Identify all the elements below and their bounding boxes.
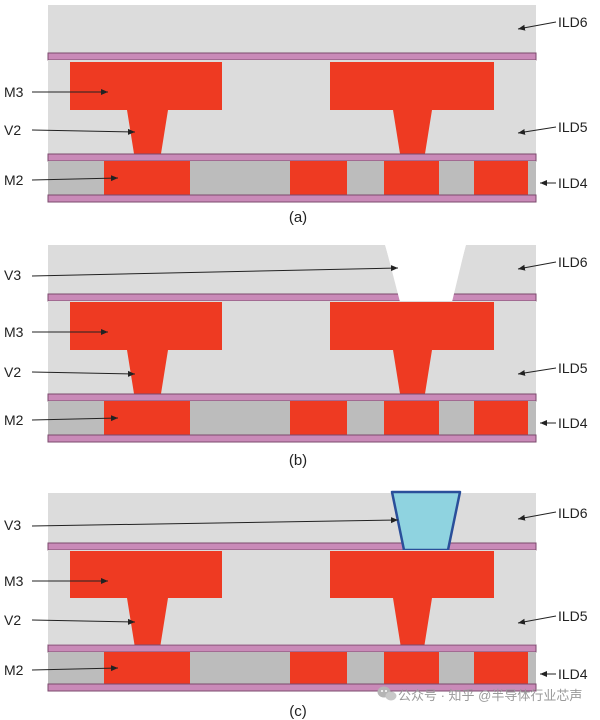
watermark-text: 公众号 · 知乎 @半导体行业芯声: [398, 688, 582, 703]
label-m2: M2: [4, 172, 24, 188]
label-v3: V3: [4, 517, 21, 533]
m3-line-left: [70, 302, 222, 400]
label-m2: M2: [4, 662, 24, 678]
ild5-arrow: [517, 126, 557, 135]
v3-filled-via: [390, 490, 462, 552]
label-m3: M3: [4, 84, 24, 100]
ild5-arrow: [517, 367, 557, 376]
v2-arrow: [31, 370, 136, 377]
label-m3: M3: [4, 324, 24, 340]
liner-ild4: [47, 194, 537, 203]
liner-ild5: [47, 393, 537, 402]
liner-ild5: [47, 153, 537, 162]
m2-line: [290, 652, 347, 684]
m3-line-left: [70, 62, 222, 160]
m3-line-right: [330, 551, 494, 648]
ild6-arrow: [517, 21, 557, 31]
label-ild6: ILD6: [558, 14, 588, 30]
m2-arrow: [31, 665, 119, 672]
ild6-arrow: [517, 261, 557, 271]
m2-line: [290, 401, 347, 435]
v3-etched-opening: [385, 244, 466, 302]
v2-arrow: [31, 618, 136, 625]
m2-line: [384, 161, 439, 195]
m2-line: [384, 652, 439, 684]
liner-ild6: [47, 52, 537, 61]
v3-arrow: [31, 517, 399, 527]
v2-arrow: [31, 128, 136, 135]
panel-b: V3 M3 V2 M2 ILD6 ILD5 ILD4 (b): [4, 244, 588, 469]
label-ild4: ILD4: [558, 415, 588, 431]
panel-a: M3 V2 M2 ILD6 ILD5 ILD4 (a): [4, 5, 588, 226]
watermark: 公众号 · 知乎 @半导体行业芯声: [377, 686, 582, 703]
label-ild5: ILD5: [558, 119, 588, 135]
liner-ild6: [47, 542, 537, 551]
caption-b: (b): [289, 452, 307, 469]
ild6-layer: [48, 493, 536, 544]
label-m3: M3: [4, 573, 24, 589]
label-v2: V2: [4, 364, 21, 380]
v3-arrow: [31, 265, 399, 277]
liner-ild5: [47, 644, 537, 653]
label-ild6: ILD6: [558, 254, 588, 270]
liner-ild4: [47, 683, 537, 692]
m3-line-right: [330, 302, 494, 400]
label-v2: V2: [4, 122, 21, 138]
panel-c: V3 M3 V2 M2 ILD6 ILD5 ILD4 (c): [4, 490, 588, 720]
label-ild5: ILD5: [558, 608, 588, 624]
liner-ild6: [47, 293, 537, 302]
label-v2: V2: [4, 612, 21, 628]
label-ild4: ILD4: [558, 666, 588, 682]
label-v3: V3: [4, 267, 21, 283]
label-m2: M2: [4, 412, 24, 428]
m3-line-right: [330, 62, 494, 160]
label-ild4: ILD4: [558, 175, 588, 191]
caption-a: (a): [289, 209, 307, 226]
m2-line: [474, 161, 528, 195]
label-ild5: ILD5: [558, 360, 588, 376]
ild5-arrow: [517, 615, 557, 625]
m2-line: [384, 401, 439, 435]
ild6-arrow: [517, 511, 557, 521]
caption-c: (c): [289, 703, 307, 720]
m2-line: [474, 652, 528, 684]
wechat-icon: [377, 686, 397, 701]
m2-arrow: [31, 415, 119, 422]
liner-ild4: [47, 434, 537, 443]
label-ild6: ILD6: [558, 505, 588, 521]
m3-line-left: [70, 551, 222, 648]
m2-line: [104, 161, 190, 195]
m2-line: [104, 652, 190, 684]
m2-line: [474, 401, 528, 435]
m2-line: [290, 161, 347, 195]
m2-arrow: [31, 175, 119, 182]
ild6-layer: [48, 5, 536, 55]
m2-line: [104, 401, 190, 435]
